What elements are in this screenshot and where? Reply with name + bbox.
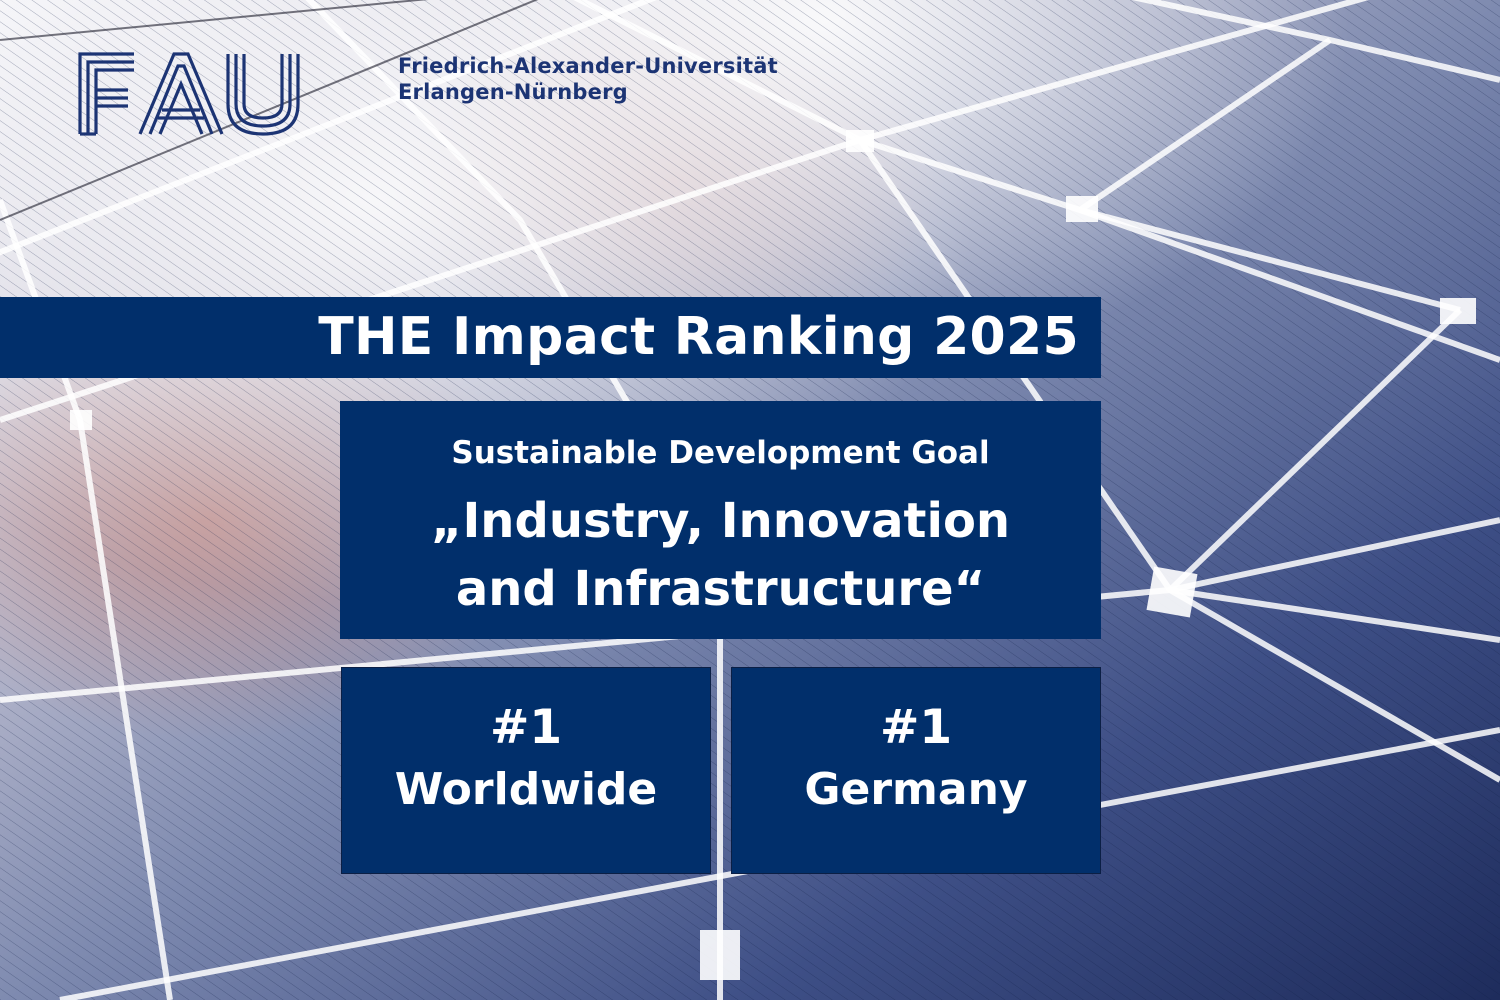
university-name: Friedrich-Alexander-Universität Erlangen… xyxy=(398,52,778,105)
rank-germany: #1 Germany xyxy=(731,667,1101,874)
rank-position: #1 xyxy=(489,700,563,755)
rank-scope: Worldwide xyxy=(394,764,658,815)
goal-panel: Sustainable Development Goal „Industry, … xyxy=(340,401,1101,639)
university-name-line2: Erlangen-Nürnberg xyxy=(398,80,628,104)
goal-name: „Industry, Innovation and Infrastructure… xyxy=(340,487,1101,623)
rank-position: #1 xyxy=(879,700,953,755)
headline: THE Impact Ranking 2025 xyxy=(318,307,1079,367)
goal-label: Sustainable Development Goal xyxy=(451,435,990,471)
rank-scope: Germany xyxy=(804,764,1028,815)
goal-name-line1: „Industry, Innovation xyxy=(430,493,1011,549)
fau-logo-icon xyxy=(78,52,300,136)
fau-logo: Friedrich-Alexander-Universität Erlangen… xyxy=(78,52,778,142)
goal-name-line2: and Infrastructure“ xyxy=(455,561,986,617)
headline-banner: THE Impact Ranking 2025 xyxy=(0,297,1101,378)
rank-worldwide: #1 Worldwide xyxy=(341,667,711,874)
university-name-line1: Friedrich-Alexander-Universität xyxy=(398,54,778,78)
